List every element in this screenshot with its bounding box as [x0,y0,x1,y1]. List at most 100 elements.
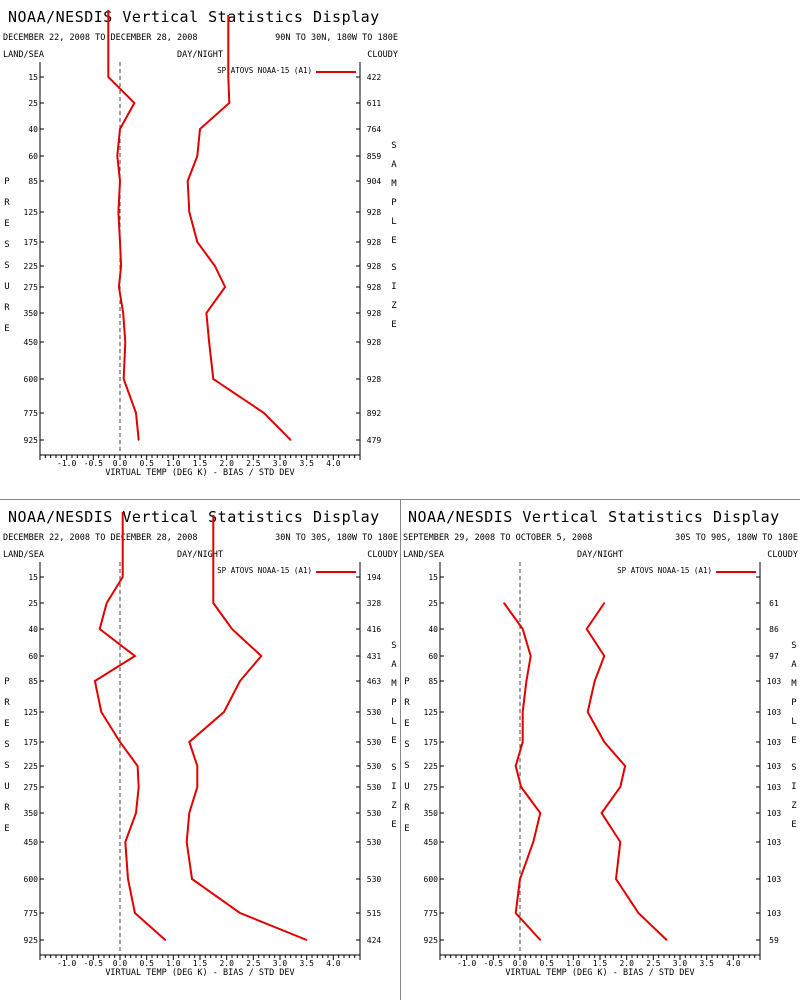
sample-size-axis-letter: I [391,282,396,292]
chart-panel-2: NOAA/NESDIS Vertical Statistics Display D… [3,508,398,978]
x-axis-label: VIRTUAL TEMP (DEG K) - BIAS / STD DEV [105,468,294,478]
bias-point [120,265,122,267]
std-dev-point [239,680,241,682]
pressure-level-label: 85 [28,677,38,686]
pressure-level-label: 775 [24,409,39,418]
std-dev-point [212,602,215,604]
sample-size-axis-letter: E [791,820,796,830]
std-dev-point [223,711,225,713]
bias-point [100,711,103,713]
sample-size-label: 86 [769,625,779,634]
std-dev-point [196,786,199,788]
bias-point [105,602,108,604]
sample-size-axis-letter: I [391,782,396,792]
sample-size-label: 928 [367,238,382,247]
std-dev-point [196,765,199,767]
x-tick-label: 0.5 [139,959,154,968]
pressure-level-label: 225 [424,762,439,771]
sample-size-label: 928 [367,375,382,384]
x-axis-label: VIRTUAL TEMP (DEG K) - BIAS / STD DEV [105,968,294,978]
std-dev-point [185,841,188,843]
std-dev-series-line [186,15,292,441]
std-dev-point [603,602,606,604]
sample-size-label: 928 [367,309,382,318]
bias-point [119,741,121,743]
std-dev-point [305,939,308,941]
bias-point [135,412,137,414]
bias-point [119,241,121,243]
x-tick-label: 0.0 [513,959,528,968]
sample-size-axis-letter: A [391,160,397,170]
pressure-level-label: 175 [424,738,439,747]
x-tick-label: -0.5 [84,959,103,968]
sample-size-label: 530 [367,875,382,884]
pressure-level-label: 40 [28,125,38,134]
x-tick-label: 3.0 [273,459,288,468]
pressure-level-label: 275 [24,283,39,292]
y-axis-label-letter: E [404,719,409,729]
std-dev-point [619,841,622,843]
sample-size-axis-letter: A [791,660,797,670]
bias-point [519,878,521,880]
sample-size-label: 515 [367,909,382,918]
sample-size-label: 764 [367,125,382,134]
date-range: SEPTEMBER 29, 2008 TO OCTOBER 5, 2008 [403,533,592,543]
pressure-level-label: 275 [24,783,39,792]
sample-size-axis-letter: P [391,698,397,708]
x-tick-label: 3.0 [673,959,688,968]
sample-size-axis-letter: E [791,736,796,746]
sample-size-axis-letter: L [391,717,396,727]
sample-size-label: 61 [769,599,779,608]
bias-point [136,765,139,767]
bias-point [134,655,136,657]
date-range: DECEMBER 22, 2008 TO DECEMBER 28, 2008 [3,33,197,43]
pressure-level-label: 225 [24,762,39,771]
std-dev-point [593,680,596,682]
sample-size-axis-letter: M [391,679,397,689]
day-night-label: DAY/NIGHT [177,550,223,560]
std-dev-point [585,628,588,630]
land-sea-label: LAND/SEA [3,50,44,60]
land-sea-label: LAND/SEA [403,550,444,560]
day-night-label: DAY/NIGHT [577,550,623,560]
bias-point [107,76,110,78]
pressure-level-label: 175 [24,238,39,247]
pressure-level-label: 15 [28,73,38,82]
std-dev-point [615,878,617,880]
std-dev-point [637,912,640,914]
sample-size-label: 530 [367,738,382,747]
y-axis-label-letter: R [404,803,410,813]
bias-series-line [93,512,166,941]
std-dev-point [228,102,231,104]
x-tick-label: 2.0 [219,459,234,468]
bias-point [521,741,524,743]
x-tick-label: -0.5 [484,959,503,968]
pressure-level-label: 775 [424,909,439,918]
pressure-level-label: 275 [424,783,439,792]
x-tick-label: 4.0 [326,959,341,968]
pressure-level-label: 925 [424,936,439,945]
x-tick-label: 0.0 [113,959,128,968]
pressure-level-label: 15 [28,573,38,582]
std-dev-point [186,180,189,182]
sample-size-label: 103 [767,783,782,792]
std-dev-point [624,765,626,767]
bias-point [134,912,136,914]
sample-size-axis-letter: S [791,641,796,651]
bias-point [127,878,129,880]
sample-size-label: 530 [367,708,382,717]
pressure-level-label: 40 [28,625,38,634]
sample-size-label: 530 [367,838,382,847]
std-dev-point [263,412,265,414]
pressure-level-label: 925 [24,436,39,445]
legend-label: SP ATOVS NOAA-15 (A1) [217,566,312,575]
std-dev-point [603,741,606,743]
bias-point [122,312,124,314]
sample-size-label: 328 [367,599,382,608]
y-axis-label-letter: R [404,698,410,708]
pressure-level-label: 450 [24,838,39,847]
y-axis-label-letter: E [4,824,9,834]
y-axis-label-letter: E [4,324,9,334]
x-tick-label: 0.0 [113,459,128,468]
sample-size-axis-letter: A [391,660,397,670]
